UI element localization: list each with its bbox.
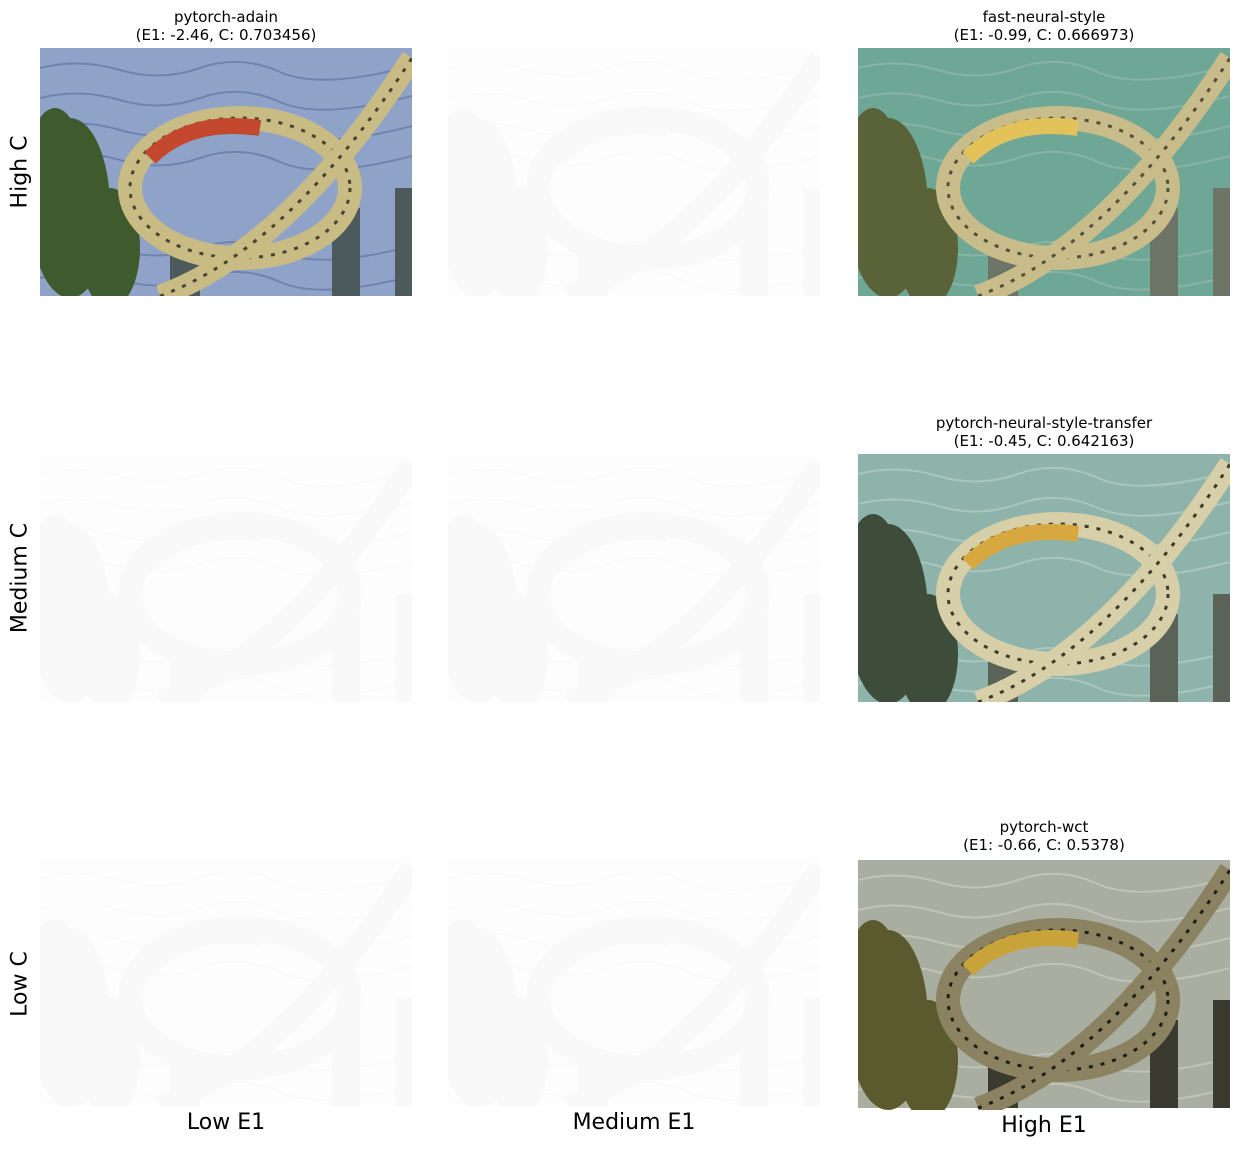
panel-scores: (E1: -0.66, C: 0.5378) [963, 836, 1125, 854]
empty-panel [40, 858, 412, 1106]
column-label: Low E1 [186, 1110, 266, 1135]
row-label: Low C [7, 951, 33, 1017]
panel-title: pytorch-wct (E1: -0.66, C: 0.5378) [824, 818, 1239, 854]
panel-title: fast-neural-style (E1: -0.99, C: 0.66697… [824, 8, 1239, 44]
stylized-image [858, 48, 1230, 296]
panel-name: pytorch-neural-style-transfer [935, 414, 1153, 432]
panel-scores: (E1: -2.46, C: 0.703456) [135, 26, 317, 44]
empty-panel [448, 48, 820, 296]
empty-panel [448, 858, 820, 1106]
panel-title: pytorch-neural-style-transfer (E1: -0.45… [824, 414, 1239, 450]
column-label: High E1 [1001, 1113, 1087, 1138]
stylized-image [40, 48, 412, 296]
stylized-image [858, 454, 1230, 702]
panel-scores: (E1: -0.99, C: 0.666973) [953, 26, 1135, 44]
row-label: Medium C [7, 522, 33, 634]
panel-name: pytorch-wct [999, 818, 1089, 836]
empty-panel [40, 454, 412, 702]
panel-name: fast-neural-style [982, 8, 1106, 26]
row-label: High C [7, 135, 33, 209]
panel-name: pytorch-adain [173, 8, 279, 26]
empty-panel [448, 454, 820, 702]
panel-scores: (E1: -0.45, C: 0.642163) [953, 432, 1135, 450]
column-label: Medium E1 [572, 1110, 696, 1135]
stylized-image [858, 858, 1230, 1110]
panel-title: pytorch-adain (E1: -2.46, C: 0.703456) [6, 8, 446, 44]
